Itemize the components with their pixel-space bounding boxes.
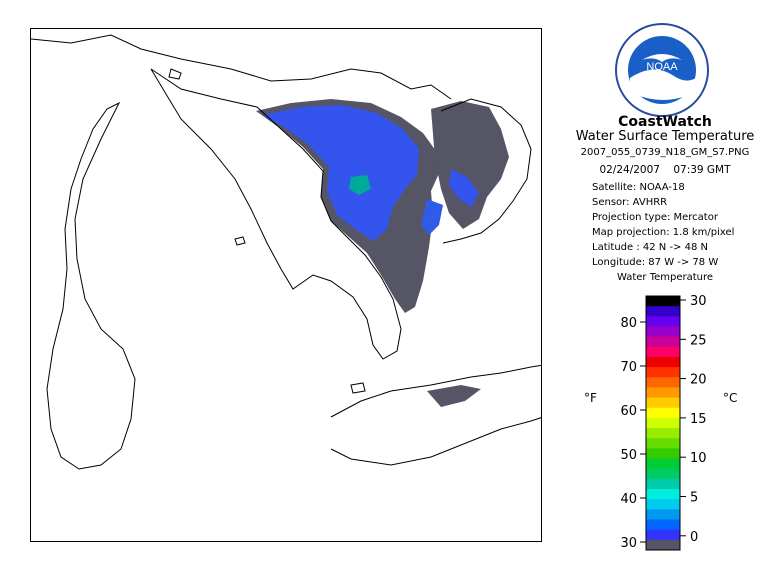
file-name: 2007_055_0739_N18_GM_S7.PNG [580,147,750,158]
color-swatch [646,499,680,510]
meta-longitude: Longitude: 87 W -> 78 W [592,257,719,268]
celsius-tick-label: 0 [690,530,698,545]
fahrenheit-tick-label: 50 [620,448,637,463]
fahrenheit-tick-label: 80 [620,316,637,331]
color-swatch [646,478,680,490]
celsius-tick-label: 15 [690,412,707,427]
map-panel[interactable] [30,28,542,542]
time: 07:39 GMT [673,164,731,176]
water-blue-main [263,105,419,241]
meta-sensor: Sensor: AVHRR [592,197,668,208]
meta-projection-type: Projection type: Mercator [592,212,718,223]
celsius-tick-label: 25 [690,333,707,348]
color-swatch [646,468,680,480]
app-title: CoastWatch [618,114,712,130]
noaa-logo: NOAA [614,22,710,118]
georgian-bay-ice [431,101,509,229]
michigan-mitten [150,68,402,360]
color-swatch [646,438,680,449]
coastlines [31,34,541,470]
fahrenheit-tick-label: 70 [620,360,637,375]
water-teal-patch [349,175,371,195]
color-swatch [646,296,680,307]
color-swatch [646,397,680,409]
fahrenheit-unit-label: °F [584,391,597,405]
color-swatch [646,529,680,541]
lake-erie-shore [330,364,541,466]
celsius-tick-label: 10 [690,451,707,466]
color-swatch [646,519,680,531]
legend-title: Water Temperature [616,272,714,283]
celsius-ticks: 30 25 20 15 10 5 0 [680,294,707,545]
color-swatch [646,326,680,338]
map-svg [31,34,541,470]
color-swatch [646,377,680,388]
color-swatch [646,306,680,317]
color-swatch [646,356,680,368]
island-2 [234,236,246,246]
color-swatch [646,458,680,470]
color-swatch [646,448,680,460]
date: 02/24/2007 [599,164,660,176]
color-bar-frame [645,295,681,551]
island-3 [350,382,366,394]
color-swatch [646,387,680,399]
color-bar [645,295,681,551]
color-swatch [646,407,680,419]
meta-map-projection: Map projection: 1.8 km/pixel [592,227,735,238]
color-swatch [646,539,680,551]
celsius-tick-label: 20 [690,373,707,388]
lake-superior-shore [31,34,452,100]
fahrenheit-tick-label: 40 [620,492,637,507]
celsius-tick-label: 5 [690,491,698,506]
color-swatch [646,346,680,358]
color-swatch [646,367,680,378]
color-swatch [646,428,680,439]
lake-erie-ice [427,385,481,407]
fahrenheit-tick-label: 60 [620,404,637,419]
date-time: 02/24/2007 07:39 GMT [548,164,782,176]
fahrenheit-tick-label: 30 [620,536,637,551]
lake-michigan-shore [46,101,136,470]
fahrenheit-ticks: 80 70 60 50 40 30 [620,316,646,551]
lake-huron-east-shore [440,98,532,244]
meta-latitude: Latitude : 42 N -> 48 N [592,242,708,253]
noaa-logo-icon: NOAA [615,23,709,117]
celsius-unit-label: °C [723,391,738,405]
product-subtitle: Water Surface Temperature [575,129,755,144]
water-blue-georgian [449,169,479,207]
lake-huron-data [256,99,509,407]
noaa-logo-text: NOAA [646,61,678,73]
color-swatch [646,509,680,521]
meta-satellite: Satellite: NOAA-18 [592,182,685,193]
water-blue-bay [421,199,443,235]
color-swatch [646,316,680,327]
island-1 [168,68,182,80]
color-swatch [646,489,680,500]
celsius-tick-label: 30 [690,294,707,309]
color-swatch [646,336,680,348]
color-swatch [646,417,680,429]
